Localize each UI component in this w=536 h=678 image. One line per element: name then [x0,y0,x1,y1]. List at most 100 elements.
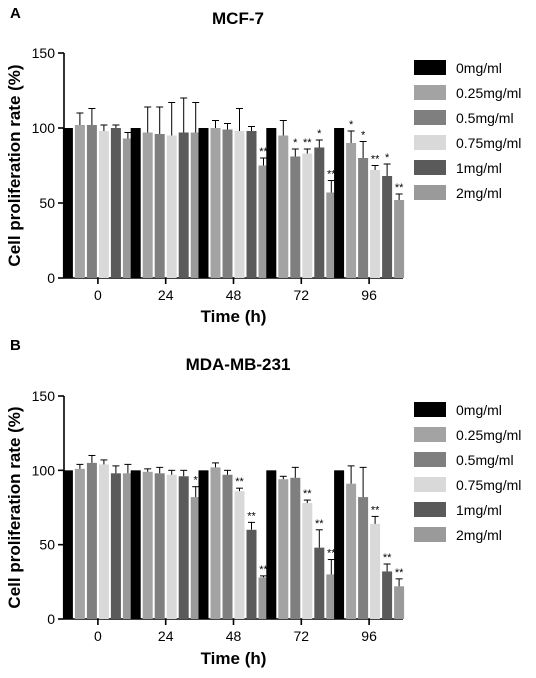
y-tick-label: 150 [32,45,56,61]
legend-swatch [414,452,446,467]
bar-B-t24-5 [190,497,201,619]
bar-B-t0-5 [122,473,133,619]
legend-label: 0.25mg/ml [456,427,521,443]
bar-B-t48-5 [258,577,269,619]
bar-B-t0-4 [110,473,121,619]
legend-swatch [414,477,446,492]
bar-A-t24-4 [178,132,189,278]
bar-B-t96-0 [334,470,345,619]
bar-A-t48-2 [222,129,233,278]
significance-label: ** [327,548,336,560]
bar-B-t48-0 [198,470,209,619]
bar-B-t72-0 [266,470,277,619]
legend-label: 0.5mg/ml [456,110,514,126]
y-axis-label: Cell proliferation rate (%) [5,406,24,608]
bar-A-t96-3 [370,170,381,278]
bar-A-t24-5 [190,132,201,278]
bar-A-t48-3 [234,131,245,278]
bar-B-t24-1 [142,471,153,619]
bar-A-t72-1 [278,135,289,278]
bar-A-t24-3 [166,135,177,278]
y-tick-label: 150 [32,388,56,404]
significance-label: ** [395,567,404,579]
y-tick-label: 100 [32,120,56,136]
significance-label: * [349,119,354,131]
y-tick-label: 50 [39,537,55,553]
bar-B-t0-1 [74,468,85,619]
legend-label: 0mg/ml [456,402,502,418]
legend-label: 0.5mg/ml [456,452,514,468]
x-tick-label: 96 [361,287,377,303]
bar-A-t0-1 [74,125,85,278]
x-tick-label: 0 [94,628,102,644]
bar-B-t0-3 [98,464,109,619]
x-tick-label: 72 [294,287,310,303]
legend-label: 1mg/ml [456,160,502,176]
chart-title: MDA-MB-231 [186,355,291,374]
chart-title: MCF-7 [212,9,264,28]
bar-B-t48-2 [222,474,233,619]
x-tick-label: 72 [294,628,310,644]
legend-swatch [414,85,446,100]
bar-B-t48-4 [246,529,257,619]
bar-A-t24-1 [142,132,153,278]
bar-A-t72-3 [302,153,313,278]
panel-letter: B [10,337,21,354]
legend-label: 0.75mg/ml [456,477,521,493]
significance-label: ** [259,146,268,158]
legend-swatch [414,110,446,125]
significance-label: ** [315,518,324,530]
significance-label: ** [327,169,336,181]
bar-B-t96-4 [382,571,393,619]
bar-A-t24-2 [154,134,165,278]
bar-B-t72-4 [314,547,325,619]
legend-label: 0.25mg/ml [456,85,521,101]
bar-B-t96-1 [346,483,357,619]
bar-A-t0-5 [122,138,133,278]
bar-B-t72-5 [326,574,337,619]
legend-swatch [414,402,446,417]
legend-swatch [414,427,446,442]
chart-panel-B: B MDA-MB-231 0 50 100 150 Cell proliferation r… [5,337,521,668]
significance-label: ** [235,476,244,488]
legend-swatch [414,527,446,542]
legend-label: 0mg/ml [456,60,502,76]
x-tick-label: 96 [361,628,377,644]
significance-label: * [194,475,199,487]
significance-label: ** [371,504,380,516]
bar-B-t72-1 [278,479,289,619]
y-tick-label: 100 [32,462,56,478]
legend-swatch [414,160,446,175]
bar-A-t0-3 [98,131,109,278]
x-tick-label: 48 [226,287,242,303]
significance-label: * [317,128,322,140]
y-tick-label: 0 [47,611,55,627]
significance-label: ** [247,510,256,522]
bar-B-t24-0 [130,470,141,619]
bar-A-t96-0 [334,128,345,278]
legend-label: 1mg/ml [456,502,502,518]
significance-label: * [293,137,298,149]
bar-A-t96-5 [394,200,405,278]
panel-letter: A [10,5,21,22]
x-tick-label: 48 [226,628,242,644]
x-axis-label: Time (h) [201,649,267,668]
bar-A-t72-4 [314,147,325,278]
y-tick-label: 50 [39,195,55,211]
legend-swatch [414,60,446,75]
bar-B-t24-3 [166,474,177,619]
bar-B-t24-2 [154,473,165,619]
x-tick-label: 0 [94,287,102,303]
bar-A-t72-0 [266,128,277,278]
legend-label: 2mg/ml [456,527,502,543]
bar-B-t96-5 [394,586,405,619]
bar-A-t72-2 [290,156,301,278]
significance-label: * [361,130,366,142]
bar-B-t96-3 [370,523,381,619]
bar-B-t48-3 [234,491,245,619]
bar-A-t48-0 [198,128,209,278]
bar-B-t0-0 [62,470,73,619]
legend-label: 0.75mg/ml [456,135,521,151]
legend-label: 2mg/ml [456,185,502,201]
significance-label: ** [303,137,312,149]
